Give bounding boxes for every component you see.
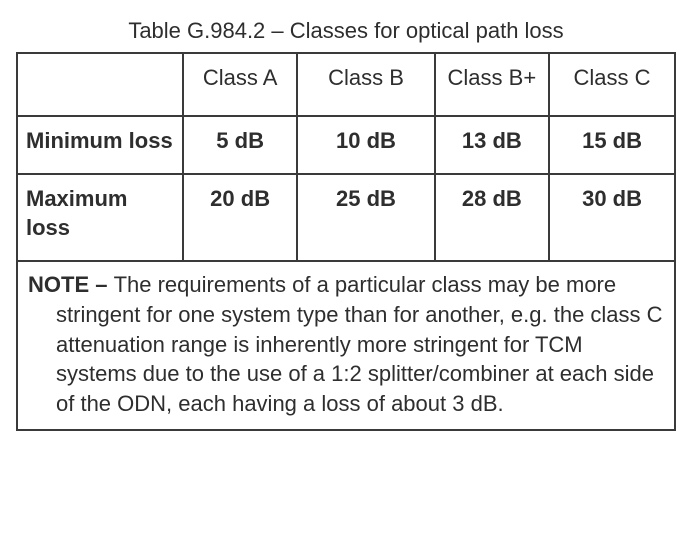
cell-min-a: 5 dB bbox=[183, 116, 297, 175]
optical-loss-table: Class A Class B Class B+ Class C Minimum… bbox=[16, 52, 676, 431]
header-class-bplus: Class B+ bbox=[435, 53, 549, 116]
cell-max-bplus: 28 dB bbox=[435, 174, 549, 261]
header-class-c: Class C bbox=[549, 53, 675, 116]
cell-min-c: 15 dB bbox=[549, 116, 675, 175]
note-cell: NOTE – The requirements of a particular … bbox=[17, 261, 675, 429]
header-empty bbox=[17, 53, 183, 116]
row-label-min: Minimum loss bbox=[17, 116, 183, 175]
cell-min-bplus: 13 dB bbox=[435, 116, 549, 175]
row-label-max: Maximum loss bbox=[17, 174, 183, 261]
cell-max-c: 30 dB bbox=[549, 174, 675, 261]
cell-min-b: 10 dB bbox=[297, 116, 434, 175]
table-title: Table G.984.2 – Classes for optical path… bbox=[16, 18, 676, 44]
cell-max-b: 25 dB bbox=[297, 174, 434, 261]
table-row: Maximum loss 20 dB 25 dB 28 dB 30 dB bbox=[17, 174, 675, 261]
header-class-b: Class B bbox=[297, 53, 434, 116]
note-text: The requirements of a particular class m… bbox=[56, 272, 663, 416]
header-class-a: Class A bbox=[183, 53, 297, 116]
table-note-row: NOTE – The requirements of a particular … bbox=[17, 261, 675, 429]
cell-max-a: 20 dB bbox=[183, 174, 297, 261]
note-label: NOTE – bbox=[28, 272, 114, 297]
table-header-row: Class A Class B Class B+ Class C bbox=[17, 53, 675, 116]
table-row: Minimum loss 5 dB 10 dB 13 dB 15 dB bbox=[17, 116, 675, 175]
